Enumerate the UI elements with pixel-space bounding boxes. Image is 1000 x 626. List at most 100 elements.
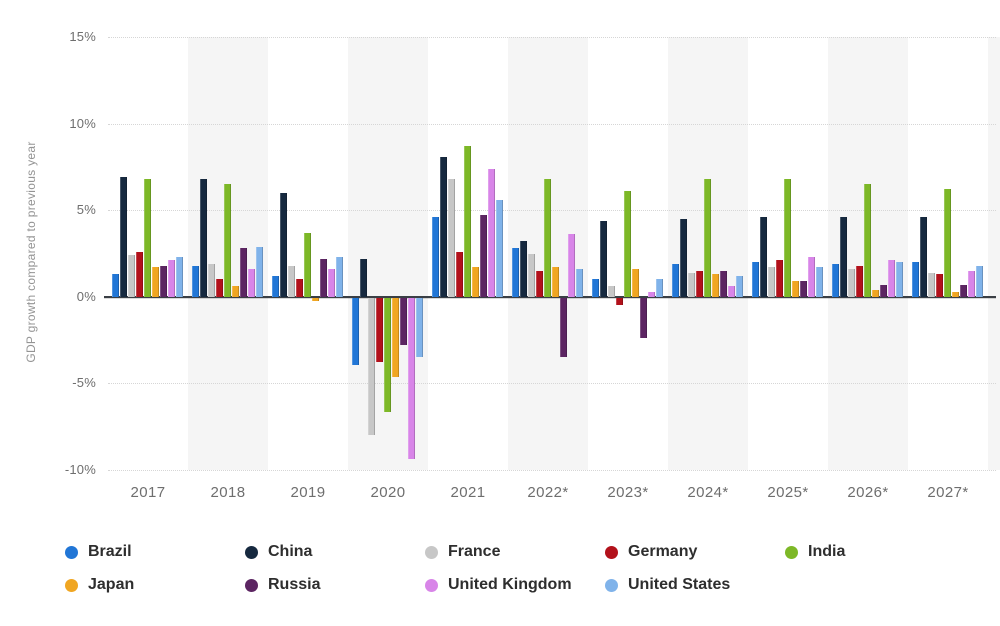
bar-united-kingdom-2024[interactable] [728,286,735,297]
bar-france-2020[interactable] [368,297,375,435]
bar-china-2022[interactable] [520,241,527,297]
bar-france-2021[interactable] [448,179,455,297]
bar-india-2025[interactable] [784,179,791,297]
bar-united-states-2017[interactable] [176,256,183,297]
bar-france-2019[interactable] [288,265,295,297]
bar-france-2027[interactable] [928,272,935,297]
bar-china-2024[interactable] [680,218,687,297]
bar-united-kingdom-2021[interactable] [488,168,495,297]
legend-item-germany[interactable]: Germany [605,543,697,561]
bar-brazil-2026[interactable] [832,263,839,297]
bar-germany-2025[interactable] [776,260,783,297]
bar-japan-2020[interactable] [392,297,399,378]
bar-brazil-2018[interactable] [192,265,199,297]
bar-china-2018[interactable] [200,179,207,297]
legend-item-india[interactable]: India [785,543,845,561]
bar-germany-2024[interactable] [696,270,703,297]
bar-india-2021[interactable] [464,146,471,297]
legend-item-united-states[interactable]: United States [605,576,730,594]
legend-item-japan[interactable]: Japan [65,576,134,594]
bar-united-kingdom-2027[interactable] [968,270,975,297]
bar-united-states-2026[interactable] [896,262,903,297]
bar-united-states-2021[interactable] [496,199,503,297]
bar-china-2026[interactable] [840,217,847,297]
bar-united-states-2024[interactable] [736,276,743,297]
bar-india-2017[interactable] [144,179,151,297]
bar-russia-2020[interactable] [400,297,407,345]
bar-united-states-2020[interactable] [416,297,423,357]
bar-france-2024[interactable] [688,272,695,297]
bar-japan-2019[interactable] [312,297,319,302]
bar-japan-2017[interactable] [152,267,159,297]
bar-india-2026[interactable] [864,184,871,297]
bar-russia-2018[interactable] [240,248,247,297]
bar-united-kingdom-2017[interactable] [168,260,175,297]
bar-germany-2023[interactable] [616,297,623,305]
bar-germany-2021[interactable] [456,251,463,297]
bar-united-states-2025[interactable] [816,267,823,297]
bar-india-2023[interactable] [624,191,631,297]
bar-brazil-2021[interactable] [432,217,439,297]
bar-russia-2019[interactable] [320,258,327,297]
bar-japan-2024[interactable] [712,274,719,297]
bar-japan-2022[interactable] [552,267,559,297]
bar-india-2020[interactable] [384,297,391,413]
bar-china-2023[interactable] [600,220,607,297]
bar-united-kingdom-2020[interactable] [408,297,415,459]
bar-india-2022[interactable] [544,179,551,297]
bar-france-2023[interactable] [608,286,615,297]
bar-united-states-2018[interactable] [256,246,263,297]
legend-item-russia[interactable]: Russia [245,576,320,594]
bar-china-2017[interactable] [120,177,127,297]
bar-germany-2026[interactable] [856,265,863,297]
bar-india-2018[interactable] [224,184,231,297]
bar-united-states-2019[interactable] [336,256,343,297]
bar-united-kingdom-2025[interactable] [808,256,815,297]
bar-russia-2024[interactable] [720,270,727,297]
legend-item-france[interactable]: France [425,543,500,561]
legend-item-united-kingdom[interactable]: United Kingdom [425,576,572,594]
bar-brazil-2024[interactable] [672,263,679,297]
bar-france-2022[interactable] [528,253,535,297]
legend-item-brazil[interactable]: Brazil [65,543,132,561]
bar-united-kingdom-2019[interactable] [328,269,335,297]
bar-brazil-2017[interactable] [112,274,119,297]
bar-brazil-2020[interactable] [352,297,359,366]
bar-india-2024[interactable] [704,179,711,297]
bar-brazil-2025[interactable] [752,262,759,297]
bar-japan-2026[interactable] [872,289,879,297]
bar-france-2026[interactable] [848,269,855,297]
bar-china-2025[interactable] [760,217,767,297]
bar-japan-2021[interactable] [472,267,479,297]
bar-japan-2025[interactable] [792,281,799,297]
bar-india-2019[interactable] [304,232,311,297]
bar-germany-2019[interactable] [296,279,303,297]
bar-japan-2027[interactable] [952,291,959,297]
bar-united-kingdom-2018[interactable] [248,269,255,297]
bar-russia-2026[interactable] [880,284,887,297]
bar-united-kingdom-2023[interactable] [648,291,655,297]
bar-russia-2023[interactable] [640,297,647,338]
bar-japan-2018[interactable] [232,286,239,297]
bar-united-kingdom-2026[interactable] [888,260,895,297]
bar-germany-2022[interactable] [536,270,543,297]
bar-france-2025[interactable] [768,267,775,297]
bar-germany-2018[interactable] [216,279,223,297]
bar-india-2027[interactable] [944,189,951,297]
bar-china-2027[interactable] [920,217,927,297]
bar-china-2019[interactable] [280,192,287,297]
bar-germany-2027[interactable] [936,274,943,297]
bar-china-2021[interactable] [440,156,447,297]
bar-united-states-2027[interactable] [976,265,983,297]
bar-russia-2025[interactable] [800,281,807,297]
bar-france-2017[interactable] [128,255,135,297]
bar-russia-2027[interactable] [960,284,967,297]
bar-united-states-2023[interactable] [656,279,663,297]
bar-russia-2022[interactable] [560,297,567,357]
bar-brazil-2027[interactable] [912,262,919,297]
bar-japan-2023[interactable] [632,269,639,297]
bar-russia-2017[interactable] [160,265,167,297]
bar-china-2020[interactable] [360,258,367,297]
bar-germany-2020[interactable] [376,297,383,362]
bar-brazil-2023[interactable] [592,279,599,297]
